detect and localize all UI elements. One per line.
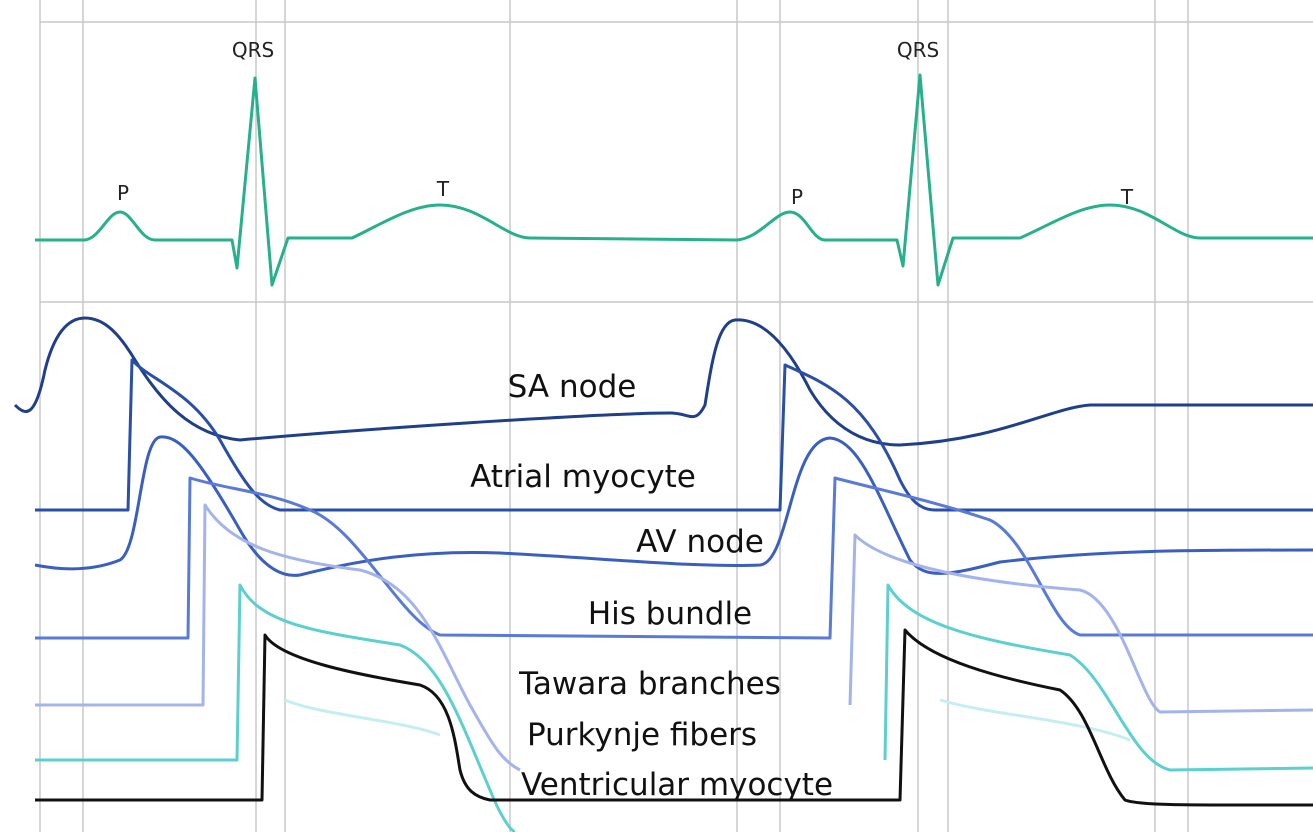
wave-label: QRS — [232, 38, 274, 62]
trace-label: Atrial myocyte — [470, 459, 696, 495]
sa-node-trace — [13, 316, 1313, 447]
ecg-trace — [35, 73, 1313, 287]
wave-label: QRS — [897, 38, 939, 62]
tawara-branches-trace — [35, 503, 1313, 772]
trace-label: Ventricular myocyte — [521, 767, 833, 803]
trace-label: Tawara branches — [518, 666, 781, 702]
wave-label: P — [117, 181, 129, 205]
trace-label: AV node — [636, 524, 764, 560]
his-bundle-trace — [35, 476, 1313, 640]
faint-trace — [284, 698, 1131, 742]
wave-label: T — [1120, 185, 1134, 209]
grid — [39, 0, 1313, 832]
trace-label: His bundle — [588, 596, 752, 632]
ventricular-myocyte-trace — [35, 628, 1313, 807]
trace-label: SA node — [508, 369, 637, 405]
trace-label: Purkynje fibers — [527, 717, 757, 753]
wave-label: P — [791, 185, 803, 209]
purkynje-fibers-trace — [35, 583, 1313, 832]
wave-label: T — [436, 177, 450, 201]
atrial-myocyte-trace — [35, 358, 1313, 512]
